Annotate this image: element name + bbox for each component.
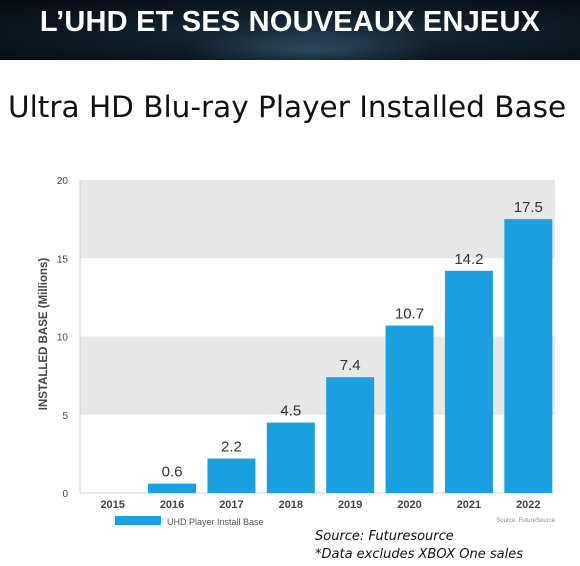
title-banner: L’UHD ET SES NOUVEAUX ENJEUX bbox=[0, 0, 580, 60]
legend: UHD Player Install Base bbox=[115, 516, 264, 527]
x-tick-label: 2020 bbox=[397, 499, 421, 511]
bar bbox=[207, 458, 256, 493]
x-tick-label: 2018 bbox=[279, 499, 303, 511]
chart-credit: Source: FutureSource bbox=[496, 518, 555, 524]
y-tick-label: 15 bbox=[57, 254, 69, 265]
slide-title: Ultra HD Blu-ray Player Installed Base bbox=[8, 90, 567, 124]
bar bbox=[504, 219, 553, 493]
bar-value-label: 17.5 bbox=[514, 199, 543, 216]
y-tick-label: 10 bbox=[57, 333, 69, 344]
y-tick-label: 5 bbox=[62, 411, 68, 422]
bar bbox=[148, 483, 197, 493]
grid-band bbox=[80, 180, 555, 259]
x-tick-label: 2015 bbox=[100, 499, 124, 511]
bar-value-label: 10.7 bbox=[395, 306, 424, 323]
x-tick-label: 2021 bbox=[457, 499, 481, 511]
bar-value-label: 7.4 bbox=[340, 357, 361, 374]
banner-glow bbox=[180, 30, 440, 60]
bar-value-label: 0.6 bbox=[162, 464, 183, 481]
legend-label: UHD Player Install Base bbox=[167, 517, 264, 527]
source-note: Source: Futuresource *Data excludes XBOX… bbox=[315, 528, 523, 563]
x-tick-label: 2017 bbox=[219, 499, 243, 511]
bar-value-label: 14.2 bbox=[454, 251, 483, 268]
y-tick-labels: 0 5 10 15 20 bbox=[57, 176, 69, 500]
x-tick-labels: 2015 2016 2017 2018 2019 2020 2021 2022 bbox=[100, 499, 540, 511]
bar bbox=[444, 270, 493, 493]
data-note-line: *Data excludes XBOX One sales bbox=[315, 546, 523, 562]
source-line: Source: Futuresource bbox=[315, 529, 454, 544]
y-axis-title: INSTALLED BASE (Millions) bbox=[38, 258, 50, 411]
bar-value-label: 2.2 bbox=[221, 439, 242, 456]
y-tick-label: 0 bbox=[62, 489, 68, 500]
bar-value-labels: 0.6 2.2 4.5 7.4 10.7 14.2 17.5 bbox=[162, 199, 543, 480]
x-tick-label: 2016 bbox=[160, 499, 184, 511]
bar bbox=[326, 377, 375, 493]
bars bbox=[148, 219, 553, 493]
bar bbox=[385, 325, 434, 493]
installed-base-bar-chart: 0.62.24.57.410.714.217.5 2015 2016 2017 201… bbox=[38, 176, 556, 527]
banner-title: L’UHD ET SES NOUVEAUX ENJEUX bbox=[39, 6, 541, 38]
legend-swatch bbox=[115, 516, 161, 525]
y-tick-label: 20 bbox=[57, 176, 69, 187]
bar-value-label: 4.5 bbox=[280, 403, 301, 420]
bar bbox=[266, 422, 315, 493]
x-tick-label: 2022 bbox=[516, 499, 540, 511]
x-tick-label: 2019 bbox=[338, 499, 362, 511]
